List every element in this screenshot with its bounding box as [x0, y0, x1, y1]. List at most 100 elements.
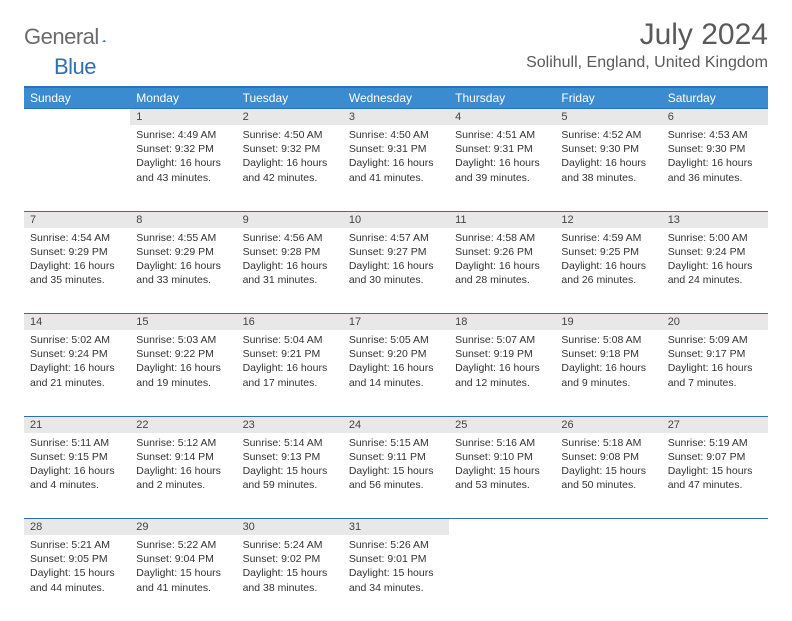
sunset-line: Sunset: 9:30 PM [561, 142, 655, 156]
day-number: 30 [237, 519, 343, 536]
sunrise-line: Sunrise: 4:58 AM [455, 231, 549, 245]
day-number: 3 [343, 109, 449, 126]
sunset-line: Sunset: 9:30 PM [668, 142, 762, 156]
day-number: 5 [555, 109, 661, 126]
day-cell: Sunrise: 4:56 AMSunset: 9:28 PMDaylight:… [237, 228, 343, 314]
sunset-line: Sunset: 9:10 PM [455, 450, 549, 464]
sunset-line: Sunset: 9:07 PM [668, 450, 762, 464]
day-number: 23 [237, 416, 343, 433]
sunset-line: Sunset: 9:29 PM [30, 245, 124, 259]
sunset-line: Sunset: 9:28 PM [243, 245, 337, 259]
sunset-line: Sunset: 9:01 PM [349, 552, 443, 566]
sunrise-line: Sunrise: 4:53 AM [668, 128, 762, 142]
daynum-row: 14151617181920 [24, 314, 768, 331]
day-cell: Sunrise: 4:59 AMSunset: 9:25 PMDaylight:… [555, 228, 661, 314]
col-wednesday: Wednesday [343, 88, 449, 109]
sunset-line: Sunset: 9:17 PM [668, 347, 762, 361]
content-row: Sunrise: 5:21 AMSunset: 9:05 PMDaylight:… [24, 535, 768, 621]
content-row: Sunrise: 4:49 AM Sunset: 9:32 PM Daylight:… [24, 125, 768, 211]
sunrise-line: Sunrise: 5:08 AM [561, 333, 655, 347]
content-row: Sunrise: 4:54 AMSunset: 9:29 PMDaylight:… [24, 228, 768, 314]
day-cell: Sunrise: 4:53 AMSunset: 9:30 PMDaylight:… [662, 125, 768, 211]
day-cell: Sunrise: 5:05 AMSunset: 9:20 PMDaylight:… [343, 330, 449, 416]
sunset-line: Sunset: 9:26 PM [455, 245, 549, 259]
sunset-line: Sunset: 9:08 PM [561, 450, 655, 464]
day-cell: Sunrise: 4:50 AMSunset: 9:32 PMDaylight:… [237, 125, 343, 211]
day-cell: Sunrise: 5:09 AMSunset: 9:17 PMDaylight:… [662, 330, 768, 416]
day-number: 4 [449, 109, 555, 126]
sunrise-line: Sunrise: 5:18 AM [561, 436, 655, 450]
day-number: 27 [662, 416, 768, 433]
sunset-line: Sunset: 9:05 PM [30, 552, 124, 566]
day-cell: Sunrise: 5:16 AMSunset: 9:10 PMDaylight:… [449, 433, 555, 519]
empty-cell [555, 535, 661, 621]
sunset-line: Sunset: 9:20 PM [349, 347, 443, 361]
sunrise-line: Sunrise: 5:09 AM [668, 333, 762, 347]
daylight-line: Daylight: 15 hours and 59 minutes. [243, 464, 337, 492]
sunrise-line: Sunrise: 4:50 AM [349, 128, 443, 142]
day-number: 29 [130, 519, 236, 536]
day-number: 6 [662, 109, 768, 126]
day-number: 7 [24, 211, 130, 228]
brand-mark-icon [102, 29, 106, 45]
daylight-line: Daylight: 15 hours and 38 minutes. [243, 566, 337, 594]
daylight-line: Daylight: 16 hours and 24 minutes. [668, 259, 762, 287]
daylight-line: Daylight: 16 hours and 38 minutes. [561, 156, 655, 184]
daylight-line: Daylight: 15 hours and 53 minutes. [455, 464, 549, 492]
day-number: 9 [237, 211, 343, 228]
sunrise-line: Sunrise: 5:11 AM [30, 436, 124, 450]
sunrise-line: Sunrise: 5:24 AM [243, 538, 337, 552]
day-cell: Sunrise: 5:24 AMSunset: 9:02 PMDaylight:… [237, 535, 343, 621]
daylight-line: Daylight: 16 hours and 31 minutes. [243, 259, 337, 287]
col-saturday: Saturday [662, 88, 768, 109]
empty-cell [662, 535, 768, 621]
sunset-line: Sunset: 9:31 PM [349, 142, 443, 156]
day-number: 22 [130, 416, 236, 433]
day-cell: Sunrise: 5:19 AMSunset: 9:07 PMDaylight:… [662, 433, 768, 519]
day-cell: Sunrise: 5:14 AMSunset: 9:13 PMDaylight:… [237, 433, 343, 519]
sunset-line: Sunset: 9:04 PM [136, 552, 230, 566]
day-number: 15 [130, 314, 236, 331]
col-friday: Friday [555, 88, 661, 109]
daylight-line: Daylight: 16 hours and 35 minutes. [30, 259, 124, 287]
empty-cell [449, 535, 555, 621]
day-number: 24 [343, 416, 449, 433]
day-number: 14 [24, 314, 130, 331]
day-number: 17 [343, 314, 449, 331]
sunrise-line: Sunrise: 5:05 AM [349, 333, 443, 347]
daylight-line: Daylight: 15 hours and 50 minutes. [561, 464, 655, 492]
empty-daynum [555, 519, 661, 536]
sunset-line: Sunset: 9:14 PM [136, 450, 230, 464]
day-number: 10 [343, 211, 449, 228]
day-cell: Sunrise: 5:08 AMSunset: 9:18 PMDaylight:… [555, 330, 661, 416]
sunrise-line: Sunrise: 5:15 AM [349, 436, 443, 450]
day-cell: Sunrise: 5:21 AMSunset: 9:05 PMDaylight:… [24, 535, 130, 621]
sunset-line: Sunset: 9:32 PM [243, 142, 337, 156]
daylight-line: Daylight: 16 hours and 4 minutes. [30, 464, 124, 492]
daynum-row: 28293031 [24, 519, 768, 536]
day-cell: Sunrise: 5:22 AMSunset: 9:04 PMDaylight:… [130, 535, 236, 621]
sunset-line: Sunset: 9:27 PM [349, 245, 443, 259]
sunrise-line: Sunrise: 4:49 AM [136, 128, 230, 142]
daylight-line: Daylight: 16 hours and 30 minutes. [349, 259, 443, 287]
day-cell: Sunrise: 4:58 AMSunset: 9:26 PMDaylight:… [449, 228, 555, 314]
col-sunday: Sunday [24, 88, 130, 109]
day-number: 31 [343, 519, 449, 536]
day-cell: Sunrise: 4:54 AMSunset: 9:29 PMDaylight:… [24, 228, 130, 314]
sunrise-line: Sunrise: 4:51 AM [455, 128, 549, 142]
sunset-line: Sunset: 9:25 PM [561, 245, 655, 259]
sunrise-line: Sunrise: 5:07 AM [455, 333, 549, 347]
daynum-row: 123456 [24, 109, 768, 126]
sunrise-line: Sunrise: 5:16 AM [455, 436, 549, 450]
sunrise-line: Sunrise: 5:00 AM [668, 231, 762, 245]
day-cell: Sunrise: 5:07 AMSunset: 9:19 PMDaylight:… [449, 330, 555, 416]
daylight-line: Daylight: 16 hours and 39 minutes. [455, 156, 549, 184]
col-monday: Monday [130, 88, 236, 109]
col-tuesday: Tuesday [237, 88, 343, 109]
daylight-line: Daylight: 15 hours and 56 minutes. [349, 464, 443, 492]
daylight-line: Daylight: 16 hours and 2 minutes. [136, 464, 230, 492]
day-number: 26 [555, 416, 661, 433]
day-number: 1 [130, 109, 236, 126]
daylight-line: Daylight: 16 hours and 26 minutes. [561, 259, 655, 287]
day-number: 20 [662, 314, 768, 331]
